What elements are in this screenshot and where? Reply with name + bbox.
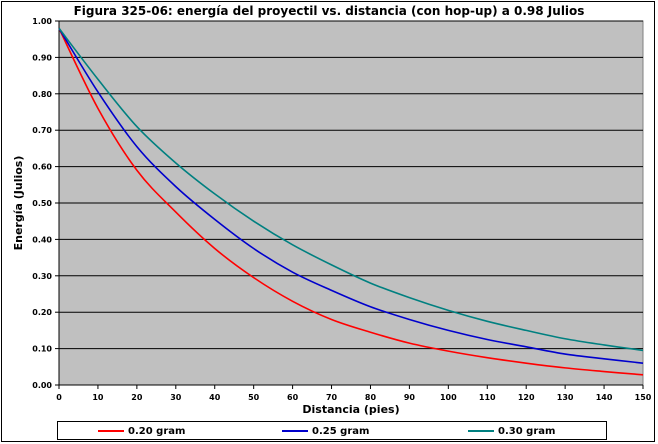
legend-label-series-1: 0.20 gram [128, 425, 186, 437]
x-tick-label: 60 [287, 393, 299, 402]
y-tick-label: 0.60 [32, 163, 52, 172]
x-tick-label: 20 [131, 393, 143, 402]
y-tick-label: 0.10 [32, 345, 52, 354]
x-tick-label: 0 [56, 393, 62, 402]
y-tick-label: 1.00 [32, 17, 52, 26]
legend-item-series-2: 0.25 gram [282, 424, 369, 438]
x-tick-label: 120 [518, 393, 535, 402]
x-tick-label: 70 [326, 393, 338, 402]
y-axis-label: Energía (Julios) [12, 156, 25, 251]
x-tick-label: 40 [209, 393, 221, 402]
y-tick-label: 0.80 [32, 90, 52, 99]
chart-title: Figura 325-06: energía del proyectil vs.… [73, 4, 585, 18]
x-tick-label: 130 [557, 393, 574, 402]
x-tick-label: 110 [479, 393, 496, 402]
series-line-2 [58, 27, 644, 364]
legend-label-series-3: 0.30 gram [498, 425, 556, 437]
x-tick-label: 10 [92, 393, 104, 402]
y-tick-label: 0.40 [32, 235, 52, 244]
x-tick-label: 90 [404, 393, 416, 402]
legend-swatch-series-1 [98, 430, 124, 432]
legend-item-series-3: 0.30 gram [468, 424, 555, 438]
series-line-3 [58, 27, 644, 352]
y-tick-label: 0.50 [32, 199, 52, 208]
y-tick-label: 0.90 [32, 53, 52, 62]
x-tick-label: 50 [248, 393, 260, 402]
x-axis-label: Distancia (pies) [302, 403, 399, 416]
series-line-1 [58, 27, 644, 376]
x-tick-label: 30 [170, 393, 182, 402]
x-tick-label: 150 [635, 393, 652, 402]
y-tick-label: 0.20 [32, 308, 52, 317]
legend-swatch-series-2 [282, 430, 308, 432]
legend-item-series-1: 0.20 gram [98, 424, 185, 438]
x-tick-label: 140 [596, 393, 613, 402]
legend-swatch-series-3 [468, 430, 494, 432]
x-tick-label: 100 [440, 393, 457, 402]
y-tick-label: 0.70 [32, 126, 52, 135]
x-tick-label: 80 [365, 393, 377, 402]
y-tick-label: 0.30 [32, 272, 52, 281]
y-tick-label: 0.00 [32, 381, 52, 390]
legend: 0.20 gram 0.25 gram 0.30 gram [57, 421, 607, 440]
legend-label-series-2: 0.25 gram [312, 425, 370, 437]
